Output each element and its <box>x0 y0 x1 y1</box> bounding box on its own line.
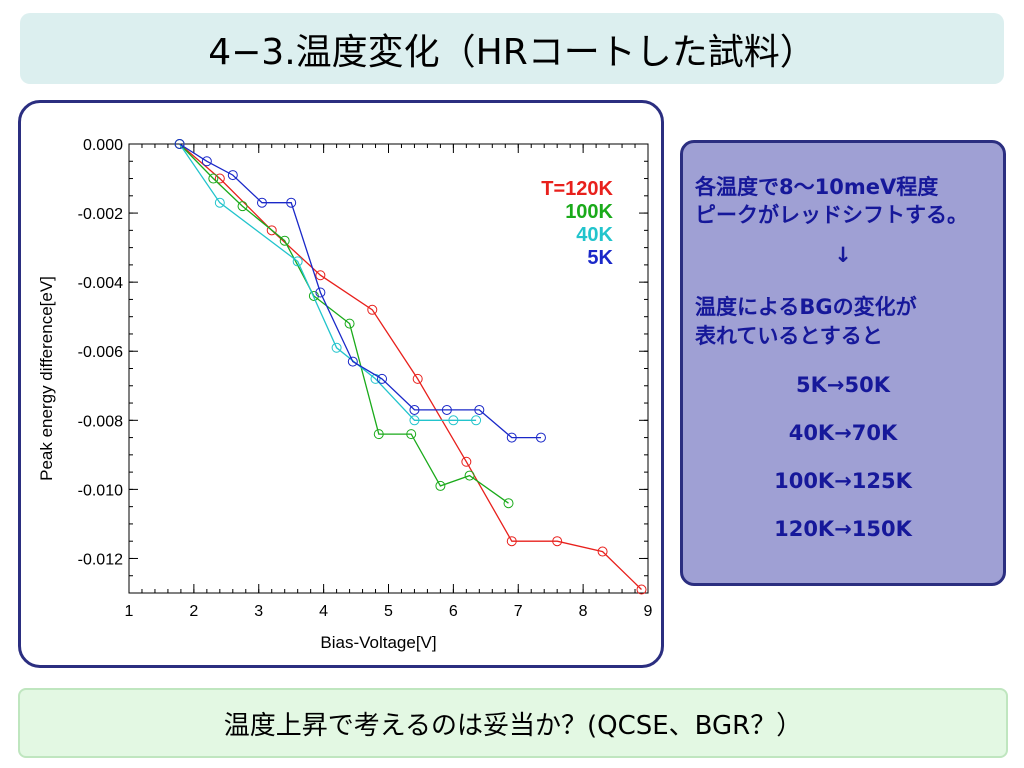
data-point <box>367 304 378 315</box>
data-point <box>461 456 472 467</box>
data-point <box>435 480 446 491</box>
data-point <box>535 432 546 443</box>
footer-text: 温度上昇で考えるのは妥当か？(QCSE、BGR？） <box>223 710 803 741</box>
data-point <box>331 342 342 353</box>
y-tick-label: 0.000 <box>83 137 123 154</box>
slide-title-bar: 4−3.温度変化（HRコートした試料） <box>20 13 1004 84</box>
series-line-2 <box>179 143 477 421</box>
y-tick-label: -0.010 <box>78 482 123 499</box>
data-point <box>441 404 452 415</box>
y-tick-label: -0.004 <box>78 275 123 292</box>
data-point <box>373 429 384 440</box>
data-point <box>292 256 303 267</box>
data-point <box>201 156 212 167</box>
x-tick-label: 8 <box>579 603 588 620</box>
down-arrow: ↓ <box>834 243 852 267</box>
data-point <box>256 197 267 208</box>
data-point <box>506 432 517 443</box>
series-line-1 <box>179 143 509 504</box>
x-tick-label: 3 <box>254 603 263 620</box>
x-tick-label: 1 <box>125 603 134 620</box>
data-point <box>308 290 319 301</box>
legend-entry: T=120K <box>541 178 613 200</box>
data-point <box>266 225 277 236</box>
data-point <box>503 498 514 509</box>
data-point <box>464 470 475 481</box>
x-tick-label: 6 <box>449 603 458 620</box>
data-point <box>448 415 459 426</box>
data-point <box>412 373 423 384</box>
series-line-3 <box>179 143 541 439</box>
x-tick-label: 4 <box>319 603 328 620</box>
data-point <box>344 318 355 329</box>
temperature-mapping-120k: 120K→150K <box>774 517 912 541</box>
info-text-line-1: 各温度で8～10meV程度 <box>695 175 939 199</box>
data-point <box>214 197 225 208</box>
y-axis-label: Peak energy difference[eV] <box>37 276 56 481</box>
x-tick-label: 7 <box>514 603 523 620</box>
data-point <box>279 235 290 246</box>
data-point <box>315 270 326 281</box>
info-text-line-2: ピークがレッドシフトする。 <box>695 203 968 227</box>
temperature-mapping-40k: 40K→70K <box>788 421 898 445</box>
legend-entry: 5K <box>587 247 613 269</box>
data-point <box>208 173 219 184</box>
data-point <box>227 170 238 181</box>
data-point <box>237 201 248 212</box>
x-axis-label: Bias-Voltage[V] <box>320 633 436 652</box>
x-tick-label: 2 <box>189 603 198 620</box>
data-point <box>597 546 608 557</box>
chart-panel: 1 2 3 4 5 6 7 8 9 0.000 -0.002 -0.004 -0.006 -0.008 -0… <box>18 100 664 668</box>
y-tick-label: -0.008 <box>78 413 123 430</box>
data-point <box>377 373 388 384</box>
legend-entry: 100K <box>565 201 613 223</box>
data-point <box>347 356 358 367</box>
data-point <box>474 404 485 415</box>
y-tick-label: -0.006 <box>78 344 123 361</box>
data-point <box>636 584 647 595</box>
line-chart: 1 2 3 4 5 6 7 8 9 0.000 -0.002 -0.004 -0.006 -0.008 -0… <box>37 137 653 652</box>
x-tick-label: 9 <box>644 603 653 620</box>
temperature-mapping-100k: 100K→125K <box>774 469 912 493</box>
data-point <box>214 173 225 184</box>
data-point <box>409 404 420 415</box>
data-point <box>409 415 420 426</box>
y-tick-label: -0.002 <box>78 206 123 223</box>
info-text-line-3: 温度によるBGの変化が <box>695 295 917 319</box>
data-point <box>315 287 326 298</box>
x-tick-label: 5 <box>384 603 393 620</box>
footer-bar: 温度上昇で考えるのは妥当か？(QCSE、BGR？） <box>18 688 1008 758</box>
info-panel: 各温度で8～10meV程度 ピークがレッドシフトする。 ↓ 温度によるBGの変化… <box>680 140 1006 586</box>
data-point <box>286 197 297 208</box>
data-point <box>471 415 482 426</box>
data-point <box>174 139 185 149</box>
data-point <box>552 536 563 547</box>
series-line-0 <box>179 143 642 590</box>
slide-title: 4−3.温度変化（HRコートした試料） <box>208 31 816 73</box>
legend-entry: 40K <box>576 224 613 246</box>
data-point <box>506 536 517 547</box>
data-point <box>406 429 417 440</box>
temperature-mapping-5k: 5K→50K <box>796 373 890 397</box>
info-text-line-4: 表れているとすると <box>695 324 883 348</box>
y-tick-label: -0.012 <box>78 551 123 568</box>
